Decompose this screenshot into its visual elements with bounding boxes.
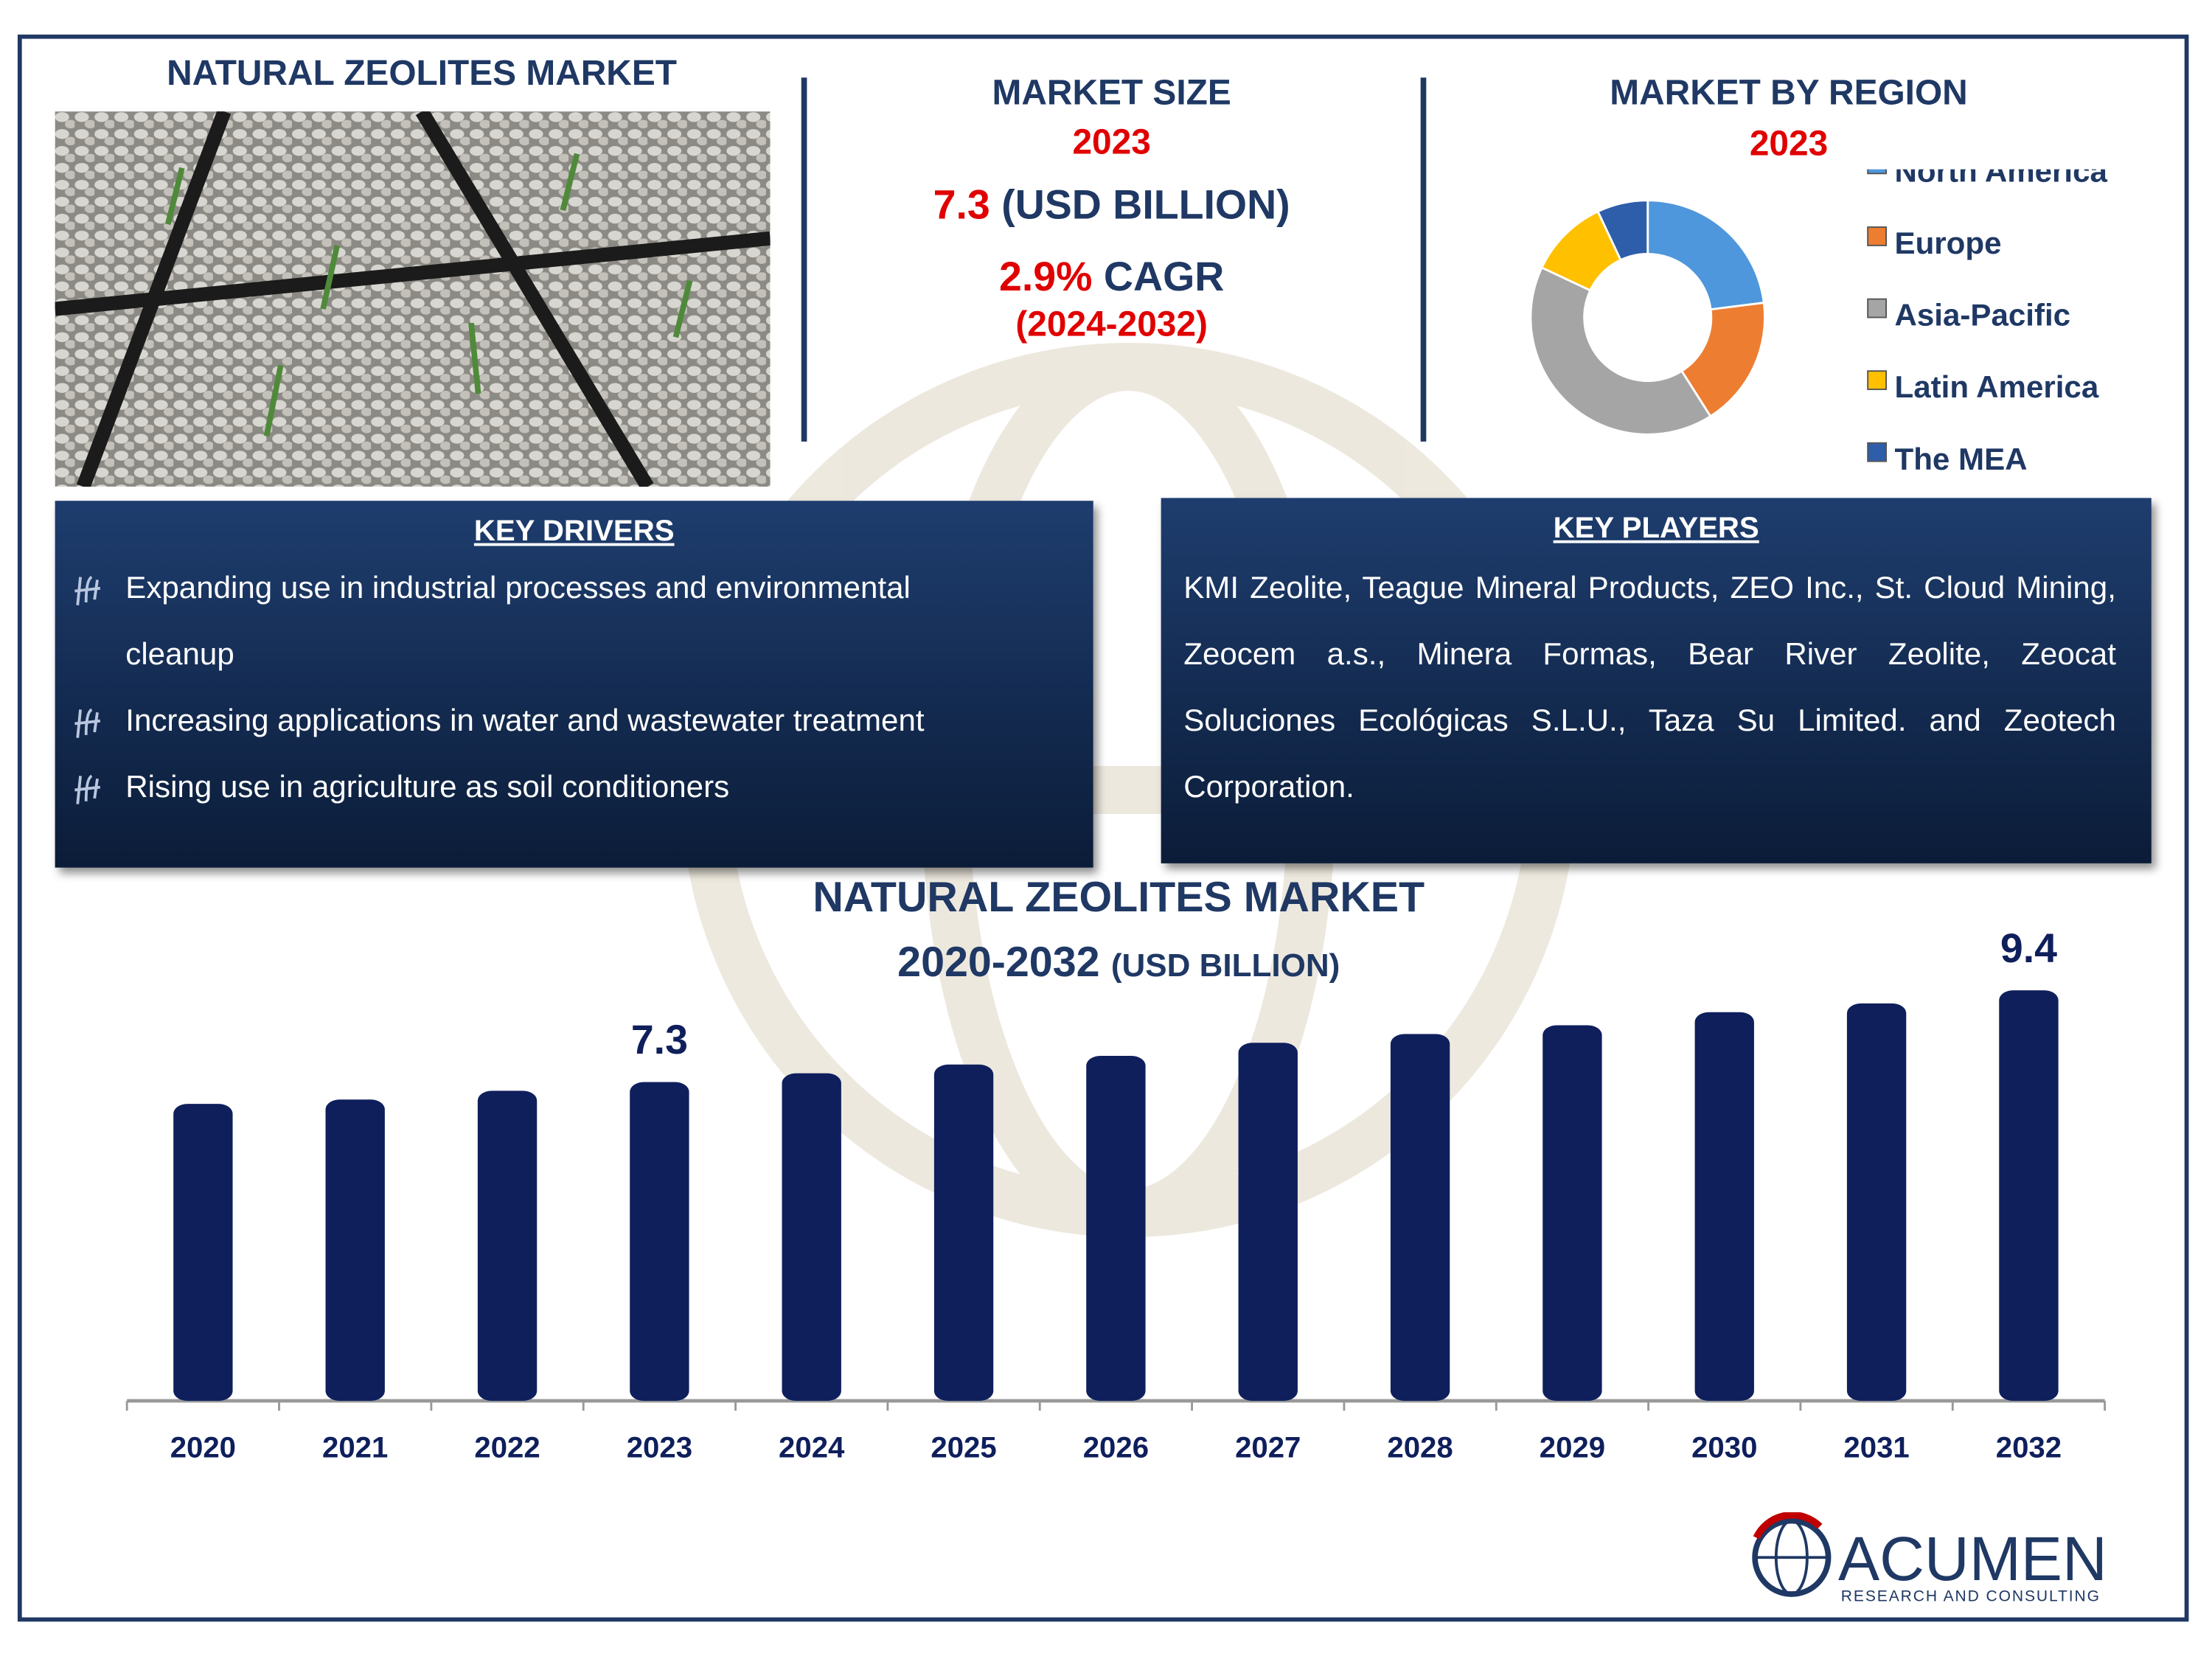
x-tick-label: 2030	[1691, 1430, 1757, 1464]
legend-label: Asia-Pacific	[1895, 298, 2071, 333]
x-tick-label: 2021	[322, 1430, 388, 1464]
donut-slice	[1529, 265, 1712, 436]
market-size: MARKET SIZE 2023 7.3 (USD BILLION) 2.9% …	[830, 73, 1394, 345]
bar-title: NATURAL ZEOLITES MARKET	[813, 874, 1425, 921]
x-tick-label: 2023	[627, 1430, 692, 1464]
x-tick-label: 2032	[1996, 1430, 2062, 1464]
key-players-panel: KEY PLAYERS KMI Zeolite, Teague Mineral …	[1161, 498, 2152, 863]
legend-swatch	[1867, 370, 1887, 391]
icon-path	[74, 774, 101, 804]
bar	[325, 1099, 385, 1401]
x-tick-label: 2028	[1387, 1430, 1453, 1464]
bar-chart: NATURAL ZEOLITES MARKET 2020-2032 (USD BI…	[125, 874, 2107, 1464]
bar	[1390, 1034, 1450, 1401]
driver-item: Increasing applications in water and was…	[55, 687, 1009, 754]
bar-subtitle-line: 2020-2032 (USD BILLION)	[897, 939, 1340, 986]
donut-slice	[1596, 199, 1649, 262]
bar	[782, 1073, 841, 1401]
market-size-value-line: 7.3 (USD BILLION)	[830, 184, 1394, 230]
legend-swatch	[1867, 226, 1887, 246]
divider	[1420, 77, 1427, 442]
bar-subtitle: 2020-2032	[897, 939, 1099, 986]
bar-unit: (USD BILLION)	[1111, 947, 1340, 984]
x-tick-label: 2020	[170, 1430, 236, 1464]
driver-icon	[74, 575, 101, 605]
bar	[477, 1091, 538, 1401]
bar	[1999, 990, 2059, 1401]
bar	[1086, 1055, 1146, 1401]
x-tick-label: 2024	[779, 1430, 845, 1464]
key-drivers-panel: KEY DRIVERS Expanding use in industrial …	[55, 501, 1093, 868]
driver-item: Expanding use in industrial processes an…	[55, 554, 1009, 687]
donut-title: MARKET BY REGION	[1610, 73, 1968, 114]
driver-text: Expanding use in industrial processes an…	[125, 569, 911, 672]
photo	[55, 111, 771, 487]
driver-icon	[74, 708, 101, 738]
donut-chart: North America Europe Asia-Pacific Latin Ame…	[1529, 169, 2108, 476]
bar	[1238, 1043, 1298, 1401]
icon-path	[74, 708, 101, 738]
donut-slice	[1646, 199, 1765, 311]
cagr-value: 2.9%	[999, 255, 1093, 301]
logo-tagline: RESEARCH AND CONSULTING	[1841, 1588, 2101, 1605]
driver-item: Rising use in agriculture as soil condit…	[55, 754, 1009, 820]
driver-icon	[74, 774, 101, 804]
market-size-title: MARKET SIZE	[992, 73, 1231, 114]
cagr-period: (2024-2032)	[1015, 305, 1208, 344]
x-tick-label: 2027	[1235, 1430, 1301, 1464]
cagr-label: CAGR	[1103, 255, 1225, 301]
logo-name: ACUMEN	[1838, 1524, 2107, 1593]
cagr-line: 2.9% CAGR	[830, 255, 1394, 302]
legend-label: Latin America	[1895, 369, 2099, 404]
bar	[1543, 1025, 1602, 1401]
bar	[173, 1104, 233, 1401]
driver-text: Increasing applications in water and was…	[125, 702, 925, 738]
x-tick-label: 2031	[1843, 1430, 1909, 1464]
key-players-text: KMI Zeolite, Teague Mineral Products, ZE…	[1183, 569, 2116, 804]
driver-text: Rising use in agriculture as soil condit…	[125, 768, 730, 804]
divider	[801, 77, 807, 442]
donut-slice	[1680, 301, 1766, 418]
market-size-year: 2023	[1072, 122, 1151, 163]
key-drivers-title: KEY DRIVERS	[473, 515, 675, 548]
donut-subtitle: 2023	[1749, 124, 1829, 164]
value-label: 7.3	[631, 1017, 688, 1062]
x-tick-label: 2026	[1083, 1430, 1149, 1464]
legend-swatch	[1867, 169, 1887, 175]
bar	[630, 1082, 689, 1401]
value-label: 9.4	[2000, 925, 2057, 971]
market-size-unit: (USD BILLION)	[1001, 183, 1290, 229]
x-tick-label: 2025	[931, 1430, 996, 1464]
market-size-value: 7.3	[933, 183, 990, 229]
header-title: NATURAL ZEOLITES MARKET	[167, 53, 677, 94]
legend-label: Europe	[1895, 226, 2002, 260]
x-tick-label: 2029	[1540, 1430, 1605, 1464]
logo: ACUMEN RESEARCH AND CONSULTING	[1752, 1512, 2107, 1605]
bar	[1846, 1003, 1907, 1401]
x-tick-label: 2022	[474, 1430, 540, 1464]
key-players-title: KEY PLAYERS	[1553, 512, 1759, 545]
icon-path	[74, 575, 101, 605]
legend-swatch	[1867, 298, 1887, 319]
bar	[1694, 1012, 1754, 1401]
legend-label: The MEA	[1895, 442, 2028, 476]
legend-swatch	[1867, 442, 1887, 462]
bar	[933, 1064, 994, 1401]
legend-label: North America	[1895, 170, 2108, 189]
